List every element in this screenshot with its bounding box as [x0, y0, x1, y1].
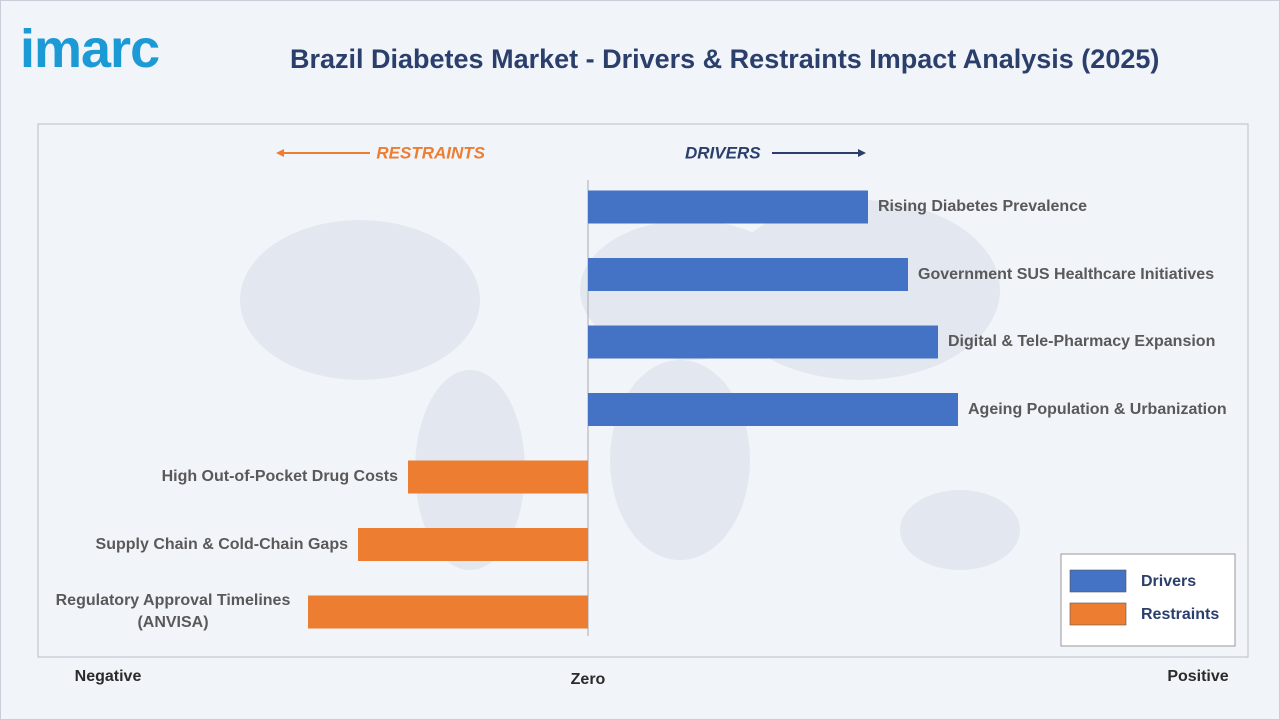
bar: [308, 595, 588, 629]
bar: [408, 460, 588, 494]
category-label: Digital & Tele-Pharmacy Expansion: [948, 333, 1216, 350]
category-label: Rising Diabetes Prevalence: [878, 198, 1087, 215]
bar: [588, 393, 958, 426]
x-tick-label: Negative: [75, 668, 142, 685]
category-label: Supply Chain & Cold-Chain Gaps: [95, 535, 348, 553]
logo: imarc: [20, 19, 160, 79]
bar: [588, 325, 938, 359]
category-label: Government SUS Healthcare Initiatives: [918, 265, 1215, 283]
legend-swatch: [1069, 569, 1127, 593]
chart-title: Brazil Diabetes Market - Drivers & Restr…: [290, 44, 1160, 74]
category-label: Regulatory Approval Timelines (ANVISA): [55, 592, 291, 631]
legend-box: [1060, 553, 1236, 647]
category-label: Ageing Population & Urbanization: [968, 400, 1227, 418]
restraints-annotation: RESTRAINTS: [376, 143, 485, 162]
legend-label: Drivers: [1141, 573, 1196, 590]
bar: [588, 190, 868, 224]
x-tick-label: Zero: [571, 671, 606, 688]
legend-swatch: [1069, 602, 1127, 626]
category-label: High Out-of-Pocket Drug Costs: [161, 468, 398, 485]
restraints-arrowhead: [276, 149, 284, 157]
drivers-annotation: DRIVERS: [685, 143, 761, 162]
bar: [588, 258, 908, 291]
x-tick-label: Positive: [1167, 668, 1228, 685]
bar: [358, 528, 588, 561]
legend-label: Restraints: [1141, 606, 1219, 623]
drivers-arrowhead: [858, 149, 866, 157]
